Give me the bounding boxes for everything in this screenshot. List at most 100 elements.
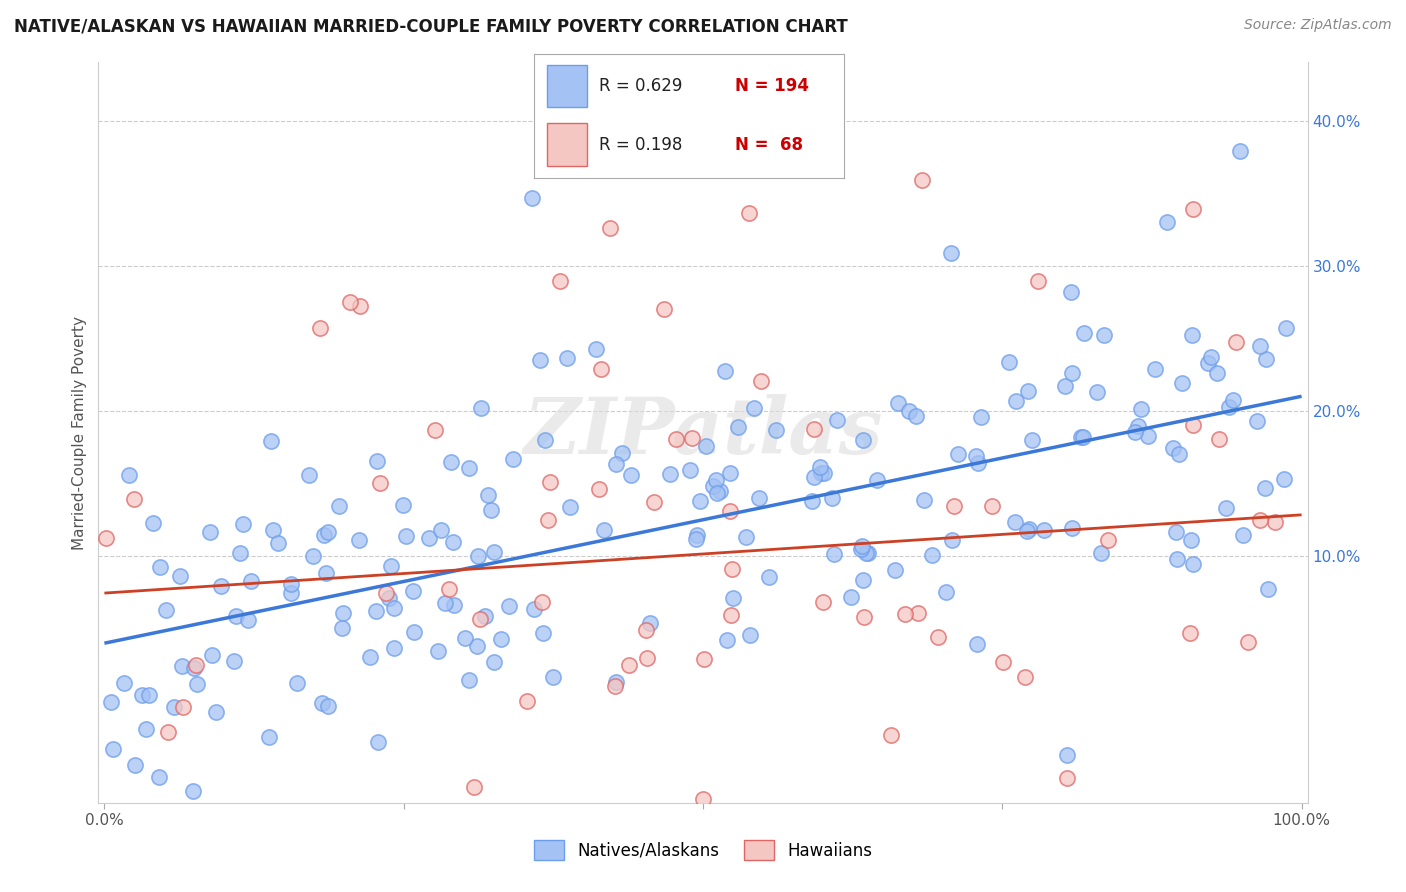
Point <box>800 494 823 508</box>
Point <box>894 607 917 621</box>
Point <box>748 491 770 506</box>
Point <box>948 446 970 460</box>
Point <box>382 601 405 615</box>
Point <box>1230 874 1253 888</box>
Point <box>692 792 714 806</box>
Point <box>538 475 561 490</box>
Point <box>533 433 555 447</box>
Point <box>186 676 208 690</box>
Point <box>823 547 845 561</box>
Point <box>482 545 505 559</box>
Point <box>866 473 889 487</box>
Point <box>200 524 222 539</box>
Point <box>253 824 276 838</box>
Point <box>1126 419 1149 434</box>
Point <box>591 361 613 376</box>
Point <box>813 595 835 609</box>
Point <box>537 512 560 526</box>
Point <box>148 770 170 784</box>
Point <box>955 840 977 855</box>
Point <box>718 466 741 480</box>
Point <box>643 494 665 508</box>
Point <box>479 503 502 517</box>
Point <box>619 658 641 673</box>
Point <box>332 606 354 620</box>
Point <box>1123 425 1146 439</box>
Point <box>155 603 177 617</box>
Point <box>380 558 402 573</box>
Point <box>1017 524 1039 539</box>
Point <box>112 675 135 690</box>
Legend: Natives/Alaskans, Hawaiians: Natives/Alaskans, Hawaiians <box>526 831 880 869</box>
Point <box>1232 527 1254 541</box>
Point <box>1208 432 1230 446</box>
Point <box>309 320 332 334</box>
Point <box>665 432 688 446</box>
Point <box>312 528 335 542</box>
Point <box>1181 417 1204 432</box>
Point <box>1218 400 1240 414</box>
Point <box>742 401 765 415</box>
Point <box>262 523 284 537</box>
Point <box>716 633 738 648</box>
Point <box>1060 285 1083 299</box>
Point <box>482 655 505 669</box>
Point <box>418 531 440 545</box>
Point <box>267 535 290 549</box>
Point <box>904 409 927 423</box>
Point <box>1249 512 1271 526</box>
Point <box>935 584 957 599</box>
Point <box>172 658 194 673</box>
Point <box>1171 376 1194 391</box>
Point <box>181 784 204 798</box>
Point <box>1225 334 1247 349</box>
Point <box>1056 771 1078 785</box>
Point <box>991 656 1014 670</box>
Point <box>808 460 831 475</box>
Point <box>738 206 761 220</box>
Point <box>636 650 658 665</box>
Point <box>316 699 339 714</box>
Point <box>149 560 172 574</box>
Point <box>229 546 252 560</box>
Point <box>734 530 756 544</box>
Point <box>297 468 319 483</box>
Point <box>531 595 554 609</box>
Point <box>1097 533 1119 547</box>
Point <box>330 621 353 635</box>
Point <box>1026 274 1049 288</box>
Point <box>681 431 703 445</box>
Point <box>470 612 492 626</box>
Point <box>693 651 716 665</box>
Text: Source: ZipAtlas.com: Source: ZipAtlas.com <box>1244 18 1392 32</box>
Point <box>453 631 475 645</box>
Point <box>921 548 943 562</box>
Point <box>169 569 191 583</box>
Point <box>1085 385 1108 400</box>
Point <box>779 82 801 96</box>
Point <box>439 582 461 596</box>
Point <box>222 654 245 668</box>
Point <box>1222 393 1244 408</box>
Point <box>1014 670 1036 684</box>
Text: R = 0.629: R = 0.629 <box>599 77 682 95</box>
Point <box>184 658 207 673</box>
Point <box>347 533 370 547</box>
Point <box>520 191 543 205</box>
Point <box>205 705 228 719</box>
Point <box>856 546 879 560</box>
Point <box>489 632 512 646</box>
Point <box>679 463 702 477</box>
Point <box>498 599 520 613</box>
Point <box>429 523 451 537</box>
Point <box>287 675 309 690</box>
Point <box>599 220 621 235</box>
Point <box>1090 546 1112 560</box>
Point <box>1005 393 1028 408</box>
Point <box>124 758 146 772</box>
Point <box>135 722 157 736</box>
Point <box>720 608 742 623</box>
Point <box>605 457 627 471</box>
Point <box>118 468 141 483</box>
Point <box>232 516 254 531</box>
